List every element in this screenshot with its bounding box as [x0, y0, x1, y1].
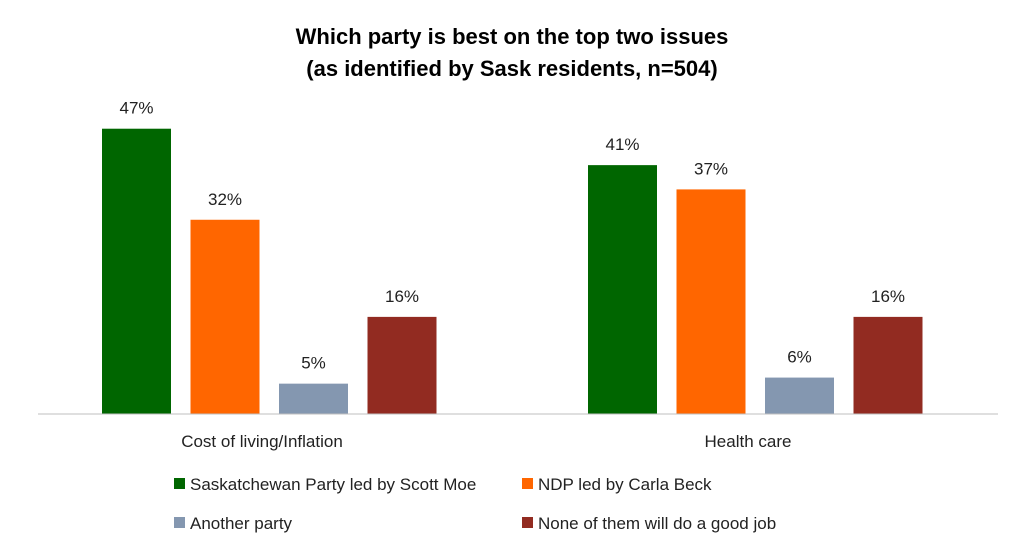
- bar-1-3: [853, 316, 923, 414]
- legend-swatch-3: [522, 517, 533, 528]
- bar-0-2: [279, 383, 348, 414]
- data-label-1-2: 6%: [787, 348, 812, 367]
- data-label-0-2: 5%: [301, 354, 326, 373]
- bar-1-0: [588, 165, 657, 414]
- legend-swatch-0: [174, 478, 185, 489]
- legend-label-0: Saskatchewan Party led by Scott Moe: [190, 475, 476, 494]
- chart-title: Which party is best on the top two issue…: [296, 24, 729, 49]
- category-label-0: Cost of living/Inflation: [181, 432, 343, 451]
- legend-label-1: NDP led by Carla Beck: [538, 475, 712, 494]
- category-label-1: Health care: [705, 432, 792, 451]
- data-label-1-3: 16%: [871, 287, 905, 306]
- legend-swatch-2: [174, 517, 185, 528]
- data-label-0-1: 32%: [208, 190, 242, 209]
- bar-1-1: [676, 189, 746, 414]
- data-label-1-1: 37%: [694, 159, 728, 178]
- bar-0-0: [102, 128, 171, 414]
- bar-0-1: [190, 219, 260, 414]
- bar-0-3: [367, 316, 437, 414]
- legend-label-3: None of them will do a good job: [538, 514, 776, 533]
- data-label-0-0: 47%: [119, 99, 153, 118]
- bar-1-2: [765, 377, 834, 414]
- legend: Saskatchewan Party led by Scott Moe NDP l…: [174, 475, 776, 533]
- data-label-0-3: 16%: [385, 287, 419, 306]
- legend-swatch-1: [522, 478, 533, 489]
- bars-group: 47% 32% 5% 16% 41% 37% 6% 16%: [102, 99, 923, 414]
- category-labels: Cost of living/Inflation Health care: [181, 432, 791, 451]
- data-label-1-0: 41%: [605, 135, 639, 154]
- chart-subtitle: (as identified by Sask residents, n=504): [306, 56, 717, 81]
- legend-label-2: Another party: [190, 514, 293, 533]
